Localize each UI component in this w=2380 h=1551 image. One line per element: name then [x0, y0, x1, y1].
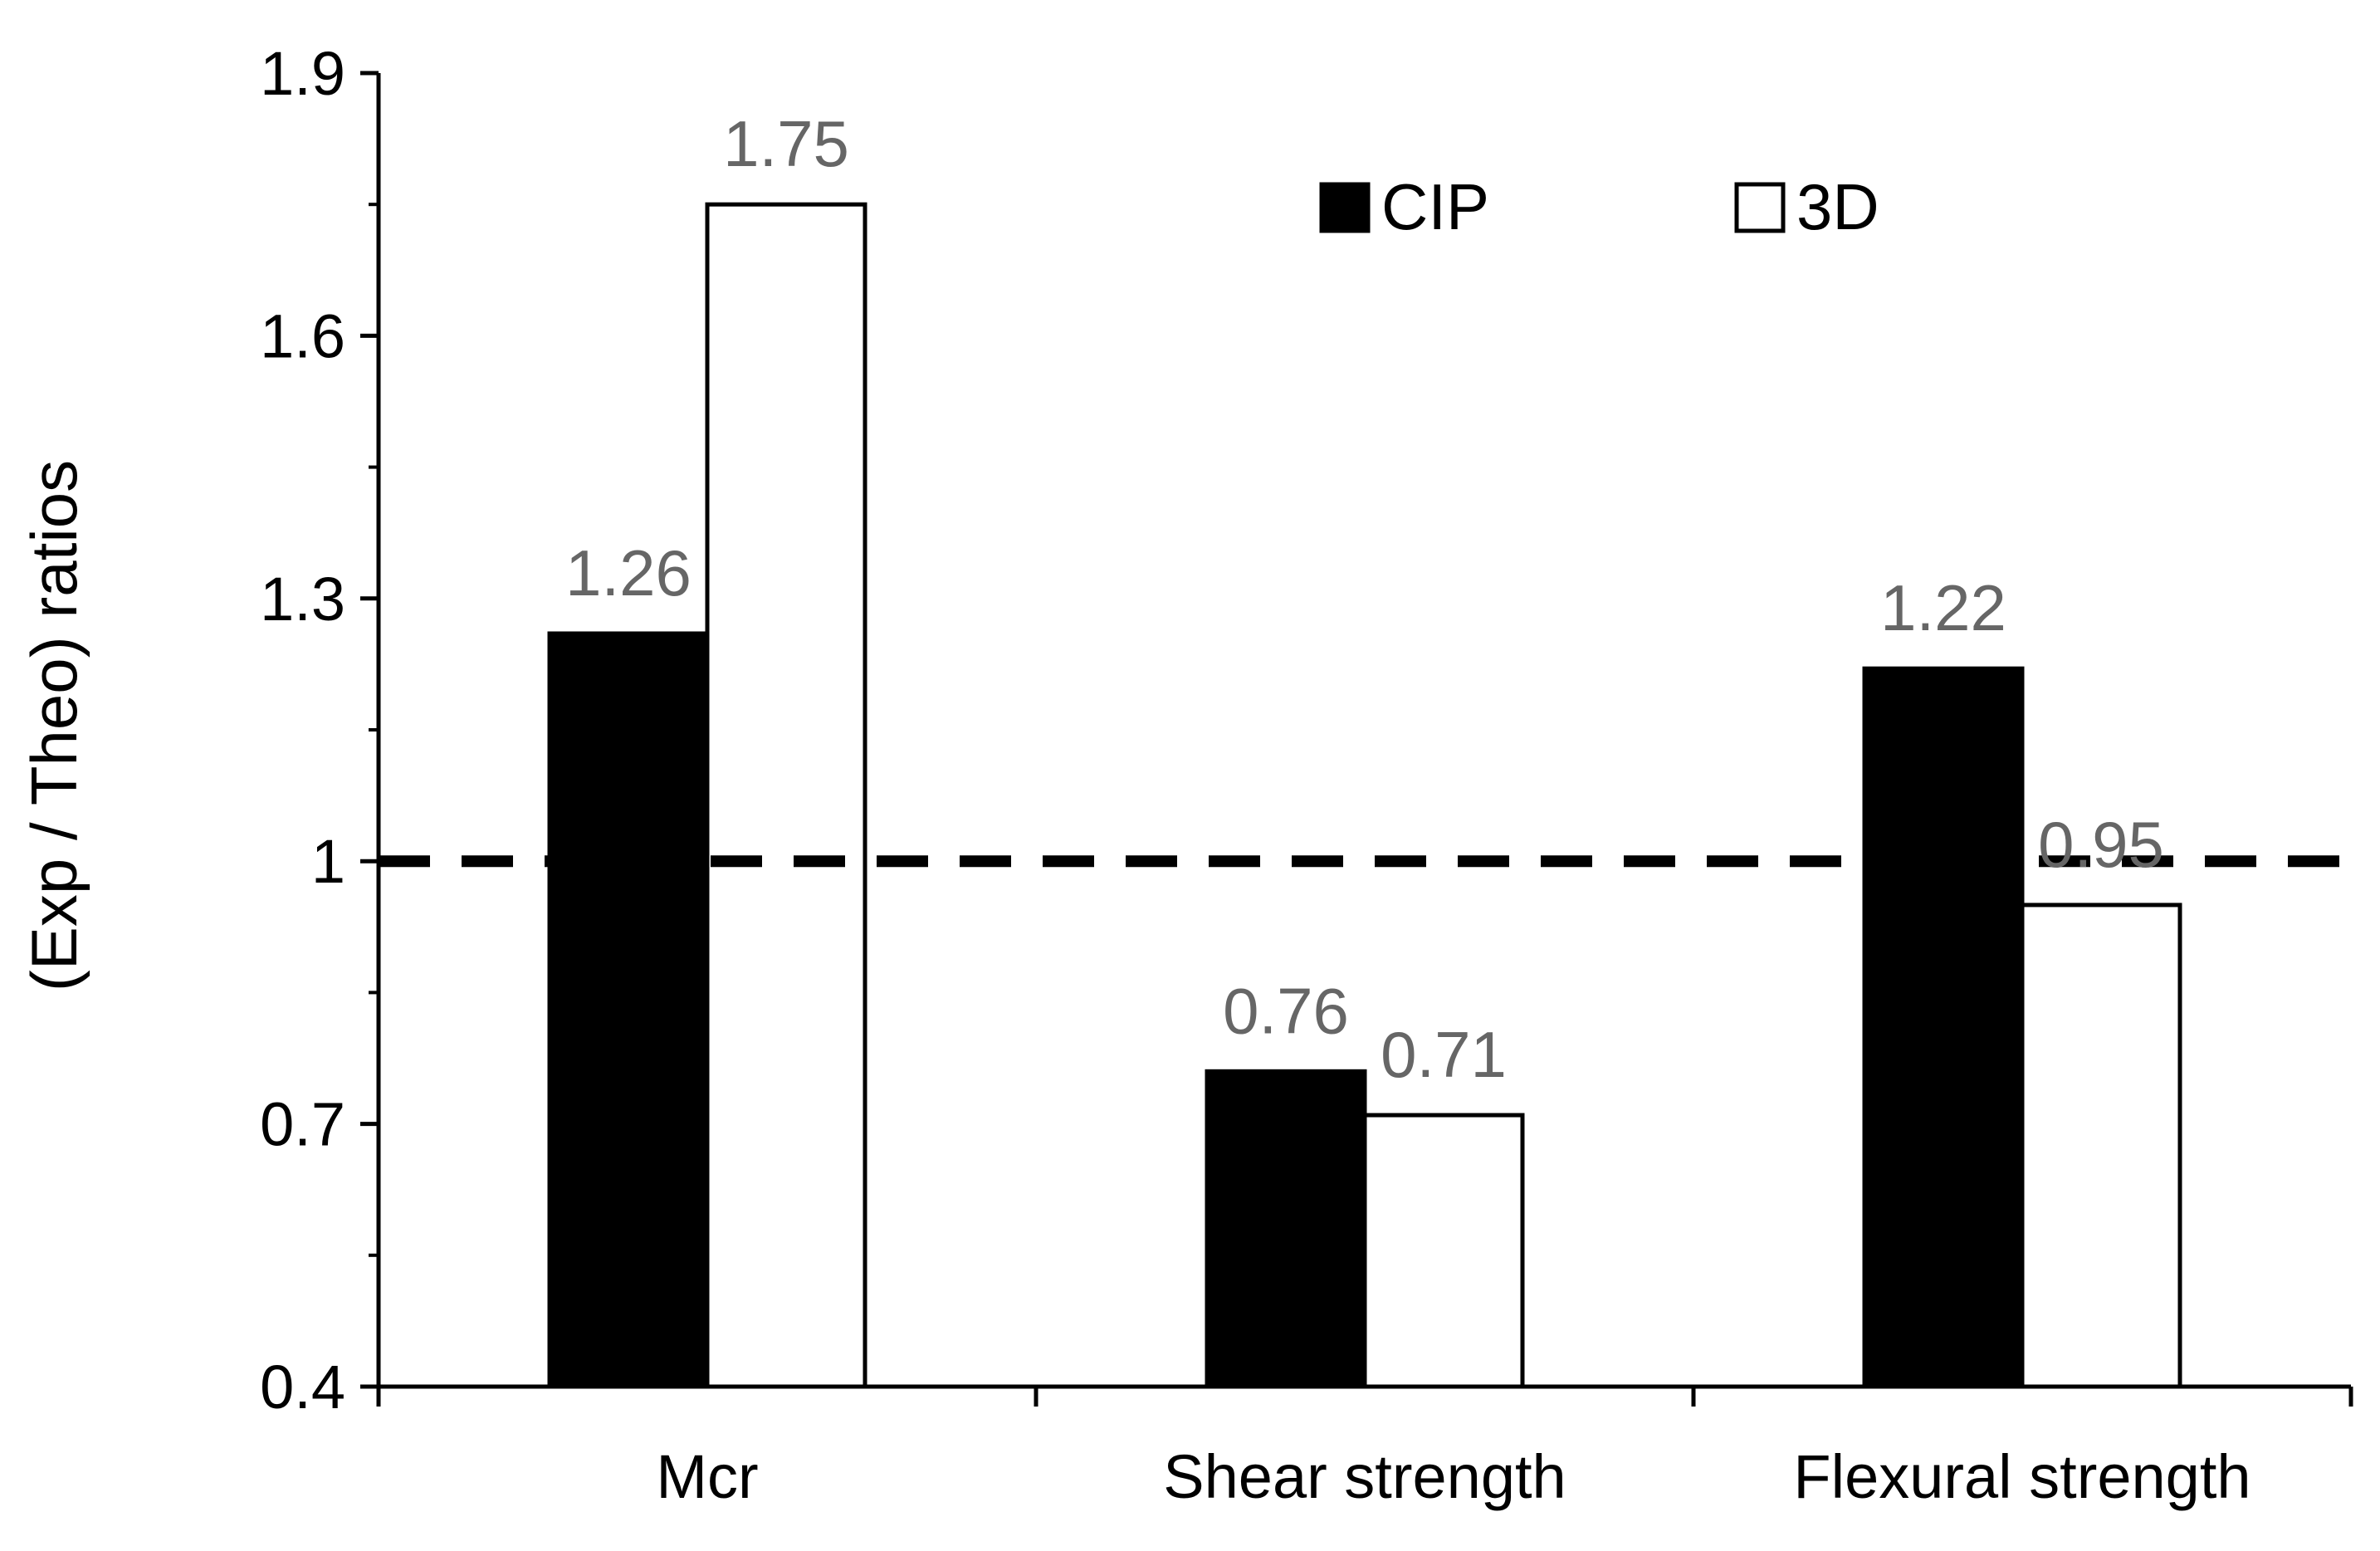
bar-cip-shear-strength [1205, 1069, 1367, 1389]
bar-3d-shear-strength [1362, 1113, 1525, 1389]
data-label-3d: 0.71 [1381, 1018, 1507, 1091]
y-tick-label: 1 [311, 827, 345, 896]
data-labels: 1.26 1.75 0.76 0.71 1.22 0.95 [565, 107, 2164, 1091]
y-tick-label: 1.9 [260, 39, 345, 108]
bar-cip-mcr [547, 631, 710, 1389]
y-tick-label: 1.6 [260, 301, 345, 370]
bar-3d-mcr [705, 202, 867, 1389]
y-axis-ticks: 0.4 0.7 1 1.3 1.6 1.9 [260, 39, 379, 1421]
legend: CIP 3D [1319, 170, 1879, 243]
legend-swatch-3d [1734, 182, 1786, 233]
x-category-label: Flexural strength [1793, 1442, 2250, 1511]
bar-cip-flexural-strength [1862, 666, 2025, 1389]
data-label-cip: 0.76 [1223, 974, 1349, 1047]
x-category-label: Shear strength [1163, 1442, 1566, 1511]
data-label-cip: 1.26 [565, 536, 692, 609]
y-axis-title: (Exp / Theo) ratios [17, 460, 90, 991]
bar-3d-flexural-strength [2020, 903, 2182, 1389]
legend-label-3d: 3D [1796, 170, 1879, 243]
y-tick-label: 0.7 [260, 1090, 345, 1159]
data-label-3d: 0.95 [2038, 808, 2164, 881]
y-tick-label: 0.4 [260, 1353, 345, 1421]
x-axis-category-labels: Mcr Shear strength Flexural strength [656, 1442, 2250, 1511]
x-category-label: Mcr [656, 1442, 758, 1511]
legend-label-cip: CIP [1381, 170, 1489, 243]
bars [547, 202, 2182, 1389]
y-tick-label: 1.3 [260, 565, 345, 634]
legend-swatch-cip [1319, 182, 1371, 233]
data-label-3d: 1.75 [723, 107, 849, 180]
data-label-cip: 1.22 [1880, 571, 2006, 644]
